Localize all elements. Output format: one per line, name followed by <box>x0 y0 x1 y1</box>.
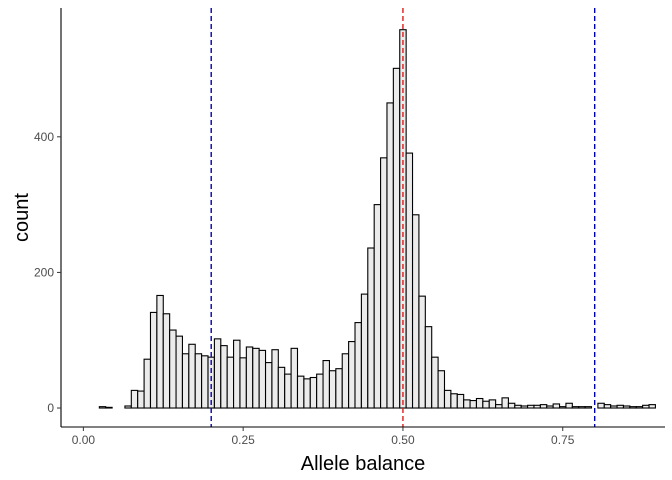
histogram-bar <box>488 399 497 409</box>
histogram-bar <box>495 404 503 409</box>
histogram-bar <box>98 406 107 409</box>
histogram-bar <box>411 214 420 409</box>
histogram-bar <box>501 397 509 409</box>
histogram-bar <box>296 375 305 409</box>
histogram-bar <box>137 390 145 409</box>
histogram-bar <box>450 393 458 409</box>
histogram-bar <box>181 353 190 409</box>
histogram-bar <box>271 349 279 409</box>
histogram-bar <box>303 378 311 409</box>
histogram-bar <box>424 326 433 409</box>
histogram-bar <box>175 335 183 409</box>
y-tick-label: 200 <box>34 265 54 279</box>
histogram-bar <box>328 370 337 409</box>
histogram-bar <box>220 345 228 409</box>
histogram-bar <box>105 406 113 409</box>
histogram-bar <box>622 405 631 409</box>
histogram-bar <box>258 349 267 409</box>
histogram-bar <box>354 322 362 409</box>
histogram-bar <box>226 356 235 409</box>
histogram-bar <box>463 399 471 409</box>
histogram-bar <box>188 343 196 409</box>
histogram-bar <box>213 338 222 409</box>
x-tick-label: 0.25 <box>231 433 255 447</box>
histogram-bar <box>456 393 465 409</box>
histogram-bar <box>316 373 324 409</box>
y-tick-label: 0 <box>47 401 54 415</box>
histogram-bar <box>520 405 529 409</box>
histogram-bar <box>169 329 177 409</box>
histogram-bar <box>360 293 369 409</box>
histogram-bar <box>635 406 644 409</box>
histogram-bar <box>603 404 612 409</box>
histogram-bar <box>565 402 573 409</box>
histogram-bar <box>284 373 292 409</box>
histogram-bar <box>233 339 241 409</box>
histogram-bar <box>571 406 580 409</box>
histogram-bar <box>527 404 535 409</box>
axes <box>60 8 665 428</box>
histogram-bar <box>539 404 548 409</box>
histogram-bar <box>431 356 439 409</box>
histogram-bar <box>597 402 605 409</box>
histogram-bar <box>149 311 158 409</box>
histogram-bar <box>380 157 388 409</box>
x-axis-ticks: 0.00 0.25 0.50 0.75 <box>72 427 575 447</box>
histogram-bar <box>482 400 490 409</box>
histogram-bar <box>558 406 567 409</box>
histogram-bar <box>335 368 343 409</box>
histogram-bar <box>194 353 203 409</box>
histogram-bar <box>578 406 586 409</box>
histogram-bar <box>252 347 260 409</box>
histogram-bar <box>392 67 401 409</box>
histogram-bar <box>533 404 541 409</box>
histogram-bar <box>514 404 522 409</box>
reference-lines <box>210 8 596 427</box>
histogram-bar <box>443 389 452 409</box>
histogram-bar <box>552 403 561 409</box>
histogram-bar <box>386 102 394 409</box>
histogram-bars <box>98 29 656 409</box>
histogram-bar <box>341 353 350 409</box>
x-tick-label: 0.00 <box>72 433 96 447</box>
histogram-bar <box>277 366 286 409</box>
histogram-bar <box>648 404 656 409</box>
histogram-bar <box>507 402 516 409</box>
histogram-bar <box>264 362 273 409</box>
histogram-bar <box>245 346 254 409</box>
x-tick-label: 0.75 <box>551 433 575 447</box>
histogram-bar <box>367 247 375 409</box>
histogram-bar <box>290 347 299 409</box>
histogram-bar <box>629 406 637 409</box>
histogram-bar <box>124 405 132 409</box>
histogram-bar <box>162 313 171 409</box>
histogram-bar <box>309 376 318 409</box>
histogram-bar <box>418 295 426 409</box>
histogram-bar <box>348 341 356 409</box>
histogram-bar <box>143 358 152 409</box>
histogram-bar <box>610 405 618 409</box>
y-tick-label: 400 <box>34 130 54 144</box>
histogram-bar <box>201 355 209 409</box>
histogram-bar <box>546 405 554 409</box>
x-axis-title: Allele balance <box>301 453 426 475</box>
histogram-bar <box>322 360 330 409</box>
histogram-bar <box>642 404 650 409</box>
histogram-bar <box>437 370 446 409</box>
y-axis-title: count <box>11 193 33 242</box>
histogram-bar <box>469 400 477 409</box>
histogram-bar <box>616 404 624 409</box>
x-tick-label: 0.50 <box>391 433 415 447</box>
histogram-bar <box>475 397 484 409</box>
histogram-bar <box>156 294 164 409</box>
histogram-bar <box>130 389 139 409</box>
y-axis-ticks: 0 200 400 <box>34 130 61 415</box>
histogram-bar <box>405 152 414 409</box>
histogram-bar <box>239 357 247 409</box>
histogram-bar <box>373 204 382 409</box>
histogram-bar <box>584 406 593 409</box>
